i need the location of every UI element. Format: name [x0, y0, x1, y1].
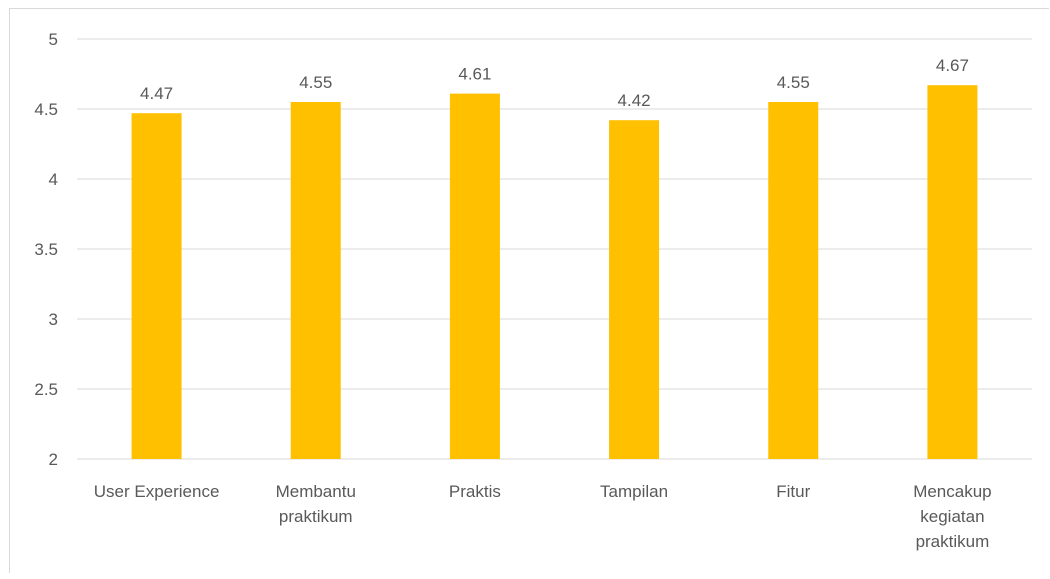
x-category-label-line: Membantu [276, 482, 356, 501]
bar [927, 85, 978, 459]
x-category-label-line: Mencakup [913, 482, 991, 501]
bar-chart: 22.533.544.55 4.474.55 4.614.424.554.67 U… [34, 30, 1032, 551]
x-category-label: Fitur [776, 482, 810, 501]
data-labels: 4.47 4.55 4.61 4.42 4.55 4.67 [140, 56, 969, 110]
x-category-label: Membantu praktikum [276, 482, 356, 526]
x-category-label: User Experience [94, 482, 220, 501]
data-label: 4.55 [777, 73, 810, 92]
x-category-label-line: Fitur [776, 482, 810, 501]
bar [449, 93, 500, 459]
y-tick-label: 3 [49, 310, 58, 329]
x-category-label-line: praktikum [279, 507, 353, 526]
x-category-label: Mencakup kegiatan praktikum [913, 482, 991, 551]
bars [131, 85, 978, 459]
x-category-label-line: kegiatan [920, 507, 984, 526]
y-tick-label: 2.5 [34, 380, 58, 399]
y-tick-label: 2 [49, 450, 58, 469]
y-tick-label: 3.5 [34, 240, 58, 259]
y-tick-label: 4.5 [34, 100, 58, 119]
bar [768, 102, 819, 459]
data-label: 4.61 [458, 65, 491, 84]
x-axis-category-labels: User Experience Membantu praktikum Praktis T… [94, 482, 992, 551]
y-tick-label: 5 [49, 30, 58, 49]
data-label: 4.67 [936, 56, 969, 75]
data-label: 4.55 [299, 73, 332, 92]
x-category-label-line: Praktis [449, 482, 501, 501]
data-label: 4.47 [140, 84, 173, 103]
bar [609, 120, 660, 459]
x-category-label: Tampilan [600, 482, 668, 501]
gridlines [77, 38, 1032, 460]
data-label: 4.42 [618, 91, 651, 110]
x-category-label-line: User Experience [94, 482, 220, 501]
bar [290, 102, 341, 459]
x-category-label-line: Tampilan [600, 482, 668, 501]
bar [131, 113, 182, 459]
y-tick-label: 4 [49, 170, 58, 189]
x-category-label-line: praktikum [916, 532, 990, 551]
chart-area: 2 2.5 3 3.5 4 4.5 5 4.47 4.55 4.61 4.42 4.55 4.67 U… [9, 8, 1049, 573]
x-category-label: Praktis [449, 482, 501, 501]
y-axis-tick-labels: 2 2.5 3 3.5 4 4.5 5 [34, 30, 58, 469]
